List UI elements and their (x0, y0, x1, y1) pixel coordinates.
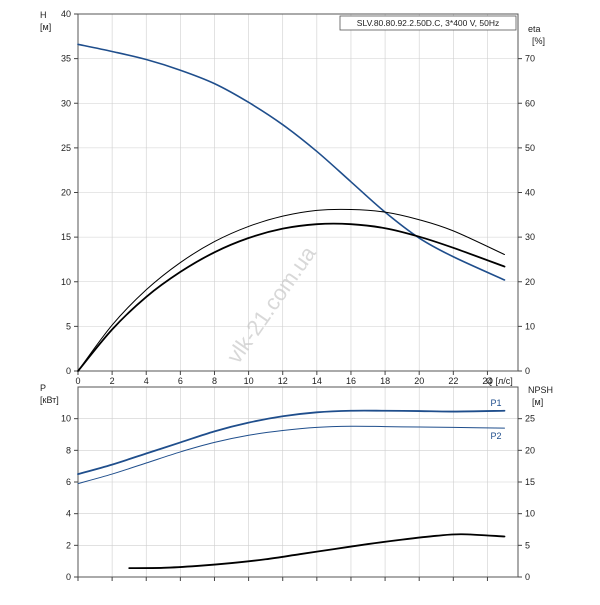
y-left-tick-label: 40 (61, 9, 71, 19)
y-left-axis-title: H (40, 10, 47, 20)
y-left-tick-label: 20 (61, 188, 71, 198)
y-left-tick-label: 15 (61, 232, 71, 242)
chart-title-box: SLV.80.80.92.2.50D.C, 3*400 V, 50Hz (339, 15, 517, 31)
y-left-tick-label: 6 (66, 477, 71, 487)
series-label-p1: P1 (491, 398, 502, 408)
y-left-tick-label: 0 (66, 572, 71, 582)
x-tick-label: 2 (110, 376, 115, 386)
chart-title: SLV.80.80.92.2.50D.C, 3*400 V, 50Hz (357, 18, 499, 28)
y-right-tick-label: 10 (525, 509, 535, 519)
y-right-tick-label: 40 (525, 188, 535, 198)
y-right-tick-label: 20 (525, 277, 535, 287)
x-tick-label: 0 (75, 376, 80, 386)
series-line-p1 (77, 409, 506, 475)
x-tick-label: 8 (212, 376, 217, 386)
y-right-tick-label: 0 (525, 366, 530, 376)
series-line-npsh (128, 533, 506, 570)
x-tick-label: 18 (380, 376, 390, 386)
series-line-p2 (77, 425, 505, 485)
y-right-axis-unit: [м] (532, 397, 543, 407)
x-tick-label: 10 (244, 376, 254, 386)
y-right-tick-label: 60 (525, 98, 535, 108)
y-left-axis-unit: [кВт] (40, 395, 59, 405)
x-axis-title: Q [л/с] (486, 376, 513, 386)
power-npsh-panel: 0 2 4 6 8 10 0 5 10 15 20 25 P [кВт] NPSH [м] P1 P2 (40, 383, 553, 582)
x-tick-label: 14 (312, 376, 322, 386)
y-left-tick-label: 4 (66, 509, 71, 519)
y-right-tick-label: 0 (525, 572, 530, 582)
y-left-tick-label: 2 (66, 540, 71, 550)
x-tick-label: 4 (144, 376, 149, 386)
y-left-tick-label: 8 (66, 445, 71, 455)
y-right-tick-label: 50 (525, 143, 535, 153)
y-right-axis-title: NPSH (528, 385, 553, 395)
y-right-axis-title: eta (528, 24, 541, 34)
y-right-tick-label: 10 (525, 321, 535, 331)
x-tick-label: 24 (482, 376, 492, 386)
x-tick-label: 20 (414, 376, 424, 386)
x-tick-label: 6 (178, 376, 183, 386)
y-right-tick-label: 15 (525, 477, 535, 487)
y-left-axis-title: P (40, 383, 46, 393)
y-right-tick-label: 20 (525, 445, 535, 455)
y-right-tick-label: 70 (525, 54, 535, 64)
watermark-text: vlk-21.com.ua (222, 241, 321, 368)
y-right-axis-unit: [%] (532, 36, 545, 46)
y-right-tick-label: 25 (525, 414, 535, 424)
y-left-tick-label: 30 (61, 98, 71, 108)
x-tick-label: 22 (448, 376, 458, 386)
x-tick-label: 16 (346, 376, 356, 386)
chart-title-frame (339, 15, 517, 31)
x-tick-label: 12 (278, 376, 288, 386)
series-line-curve-1 (77, 208, 505, 372)
y-left-tick-label: 10 (61, 414, 71, 424)
y-left-tick-label: 0 (66, 366, 71, 376)
series-line-curve-0 (77, 43, 506, 281)
y-left-tick-label: 10 (61, 277, 71, 287)
y-left-axis-unit: [м] (40, 22, 51, 32)
y-right-tick-label: 5 (525, 540, 530, 550)
series-label-p2: P2 (491, 431, 502, 441)
series-line-curve-2 (77, 222, 506, 372)
y-left-tick-label: 35 (61, 54, 71, 64)
y-right-tick-label: 30 (525, 232, 535, 242)
y-left-tick-label: 5 (66, 321, 71, 331)
y-left-tick-label: 25 (61, 143, 71, 153)
